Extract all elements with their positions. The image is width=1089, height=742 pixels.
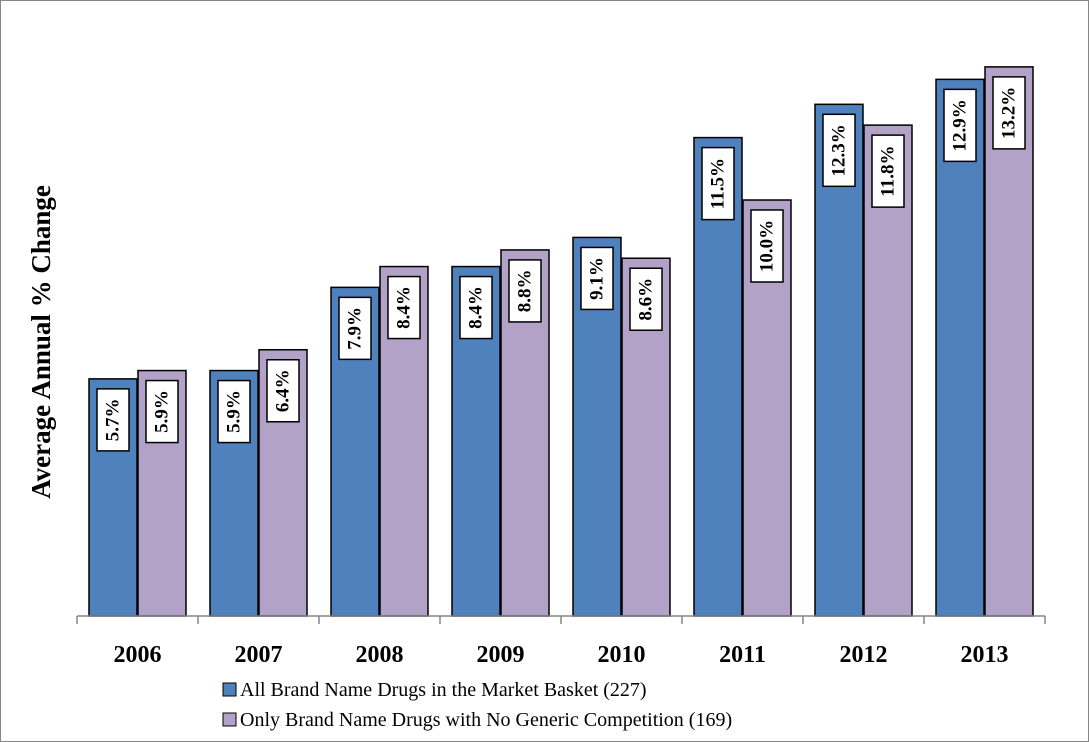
data-label-box-series-1-2008	[338, 296, 372, 361]
data-label-box-series-1-2013	[943, 88, 977, 163]
data-label-series-2-2012: 11.8%	[878, 146, 899, 197]
data-label-box-series-1-2010	[580, 246, 614, 311]
data-label-series-1-2007: 5.9%	[224, 390, 245, 433]
data-labels-layer: 5.7% 5.9% 5.9% 6.4% 7.9% 8.4% 8.4% 8.8% 9.1% 8.6%…	[96, 76, 1026, 452]
bar-series-1-2012	[814, 103, 864, 617]
legend-swatch-series-1	[222, 682, 237, 697]
data-label-series-1-2009: 8.4%	[466, 286, 487, 329]
data-label-box-series-1-2011	[701, 146, 735, 221]
data-label-box-series-1-2007	[217, 379, 251, 444]
data-label-box-series-2-2013	[992, 76, 1026, 150]
data-label-series-2-2009: 8.8%	[515, 270, 536, 313]
legend-label-series-2: Only Brand Name Drugs with No Generic Co…	[240, 709, 732, 731]
data-label-box-series-2-2011	[750, 209, 784, 283]
legend-swatch-series-2	[222, 712, 237, 727]
x-tick-label-2008: 2008	[356, 642, 404, 668]
x-tick-label-2007: 2007	[235, 642, 283, 668]
data-label-series-1-2012: 12.3%	[829, 124, 850, 176]
x-tick-label-2010: 2010	[598, 642, 646, 668]
data-label-series-2-2008: 8.4%	[394, 286, 415, 329]
data-label-box-series-2-2009	[508, 259, 542, 323]
data-label-box-series-2-2008	[387, 275, 421, 340]
data-label-box-series-2-2012	[871, 134, 905, 208]
x-tick-label-2006: 2006	[114, 642, 162, 668]
data-label-series-1-2008: 7.9%	[345, 307, 366, 350]
data-label-series-1-2006: 5.7%	[103, 399, 124, 442]
data-label-series-2-2006: 5.9%	[152, 390, 173, 433]
data-label-box-series-2-2006	[145, 379, 179, 444]
data-label-box-series-2-2010	[629, 267, 663, 331]
data-label-series-2-2013: 13.2%	[999, 87, 1020, 139]
bar-series-1-2013	[935, 78, 985, 617]
data-label-box-series-1-2006	[96, 388, 130, 452]
data-label-series-1-2011: 11.5%	[708, 158, 729, 209]
legend-label-series-1: All Brand Name Drugs in the Market Baske…	[240, 679, 647, 701]
x-tick-label-2013: 2013	[961, 642, 1009, 668]
x-tick-label-2012: 2012	[840, 642, 888, 668]
x-tick-label-2011: 2011	[719, 642, 766, 668]
data-label-series-2-2007: 6.4%	[273, 369, 294, 412]
y-axis-label: Average Annual % Change	[26, 185, 56, 499]
bar-series-2-2013	[984, 66, 1034, 617]
data-label-box-series-2-2007	[266, 359, 300, 423]
x-tick-label-2009: 2009	[477, 642, 525, 668]
data-label-box-series-1-2009	[459, 275, 493, 340]
x-axis-ticks: 2006 2007 2008 2009 2010 2011 2012 2013	[76, 616, 1046, 668]
legend: All Brand Name Drugs in the Market Baske…	[222, 679, 732, 731]
data-label-series-1-2013: 12.9%	[950, 99, 971, 151]
data-label-series-1-2010: 9.1%	[587, 257, 608, 300]
data-label-series-2-2011: 10.0%	[757, 220, 778, 272]
data-label-series-2-2010: 8.6%	[636, 278, 657, 321]
data-label-box-series-1-2012	[822, 113, 856, 188]
